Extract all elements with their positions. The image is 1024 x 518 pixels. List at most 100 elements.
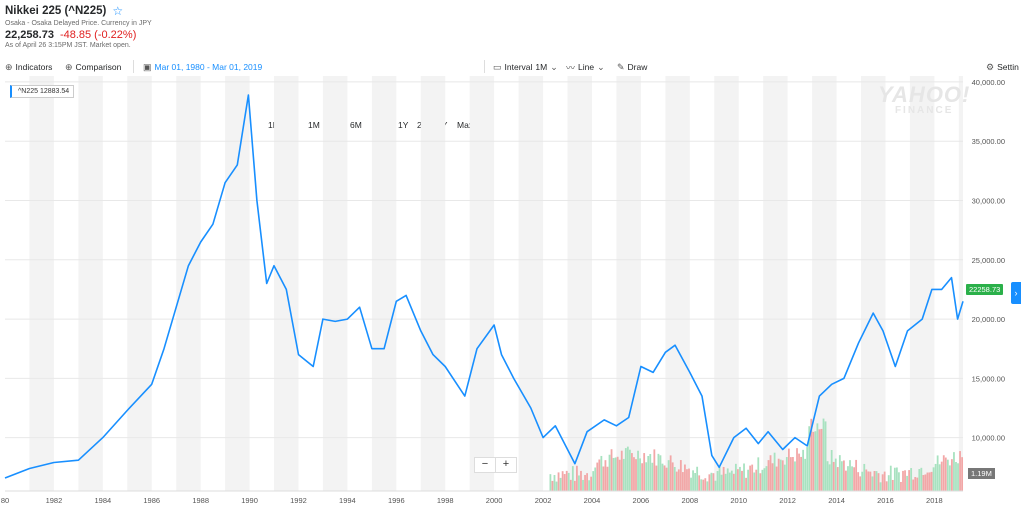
- year-band: [567, 76, 592, 491]
- x-tick-label: 2016: [877, 496, 894, 505]
- volume-bar: [865, 469, 868, 491]
- year-band: [322, 76, 348, 491]
- volume-bar: [700, 479, 703, 491]
- volume-bar: [624, 448, 627, 491]
- range-button-1m[interactable]: 1M: [308, 120, 320, 130]
- range-button-1y[interactable]: 1Y: [398, 120, 409, 130]
- volume-bar: [796, 448, 798, 491]
- volume-bar: [798, 453, 800, 491]
- volume-bar: [588, 480, 591, 491]
- interval-dropdown[interactable]: ▭ Interval 1M ⌄: [493, 62, 558, 73]
- volume-bar: [567, 472, 570, 491]
- year-band: [665, 76, 690, 491]
- volume-bar: [628, 449, 631, 491]
- toolbar-divider: [484, 60, 485, 73]
- year-band: [78, 76, 103, 491]
- chevron-right-icon[interactable]: ›: [1011, 282, 1021, 304]
- volume-bar: [918, 469, 921, 491]
- title-text: Nikkei 225 (^N225): [5, 5, 107, 17]
- volume-bar: [681, 472, 684, 491]
- x-tick-label: 2014: [828, 496, 845, 505]
- volume-bar: [824, 421, 827, 491]
- draw-label: Draw: [627, 62, 648, 72]
- star-icon[interactable]: ☆: [112, 4, 124, 18]
- volume-bar: [578, 475, 580, 491]
- x-tick-label: 2010: [730, 496, 747, 505]
- toolbar-divider: [133, 60, 134, 73]
- x-tick-label: 1990: [241, 496, 258, 505]
- volume-bar: [708, 474, 711, 491]
- volume-bar: [553, 475, 556, 491]
- volume-bar: [743, 463, 745, 491]
- volume-bar: [910, 468, 913, 491]
- volume-bar: [857, 472, 860, 491]
- volume-bar: [940, 461, 943, 491]
- chart-type-dropdown[interactable]: 〰 Line ⌄: [566, 61, 605, 74]
- year-band: [127, 76, 152, 491]
- volume-bar: [694, 472, 697, 491]
- volume-bar: [816, 423, 819, 491]
- volume-bars: [549, 418, 964, 491]
- x-tick-label: 2004: [584, 496, 601, 505]
- volume-bar: [604, 460, 607, 491]
- y-tick-label: 40,000.00: [972, 78, 1005, 87]
- volume-bar: [684, 464, 686, 491]
- indicators-button[interactable]: ⊕ Indicators: [5, 62, 52, 73]
- zoom-out-button[interactable]: −: [475, 458, 496, 472]
- year-band: [518, 76, 544, 491]
- volume-bar: [914, 477, 917, 491]
- year-band: [371, 76, 397, 491]
- settings-button[interactable]: ⚙ Settin: [986, 62, 1019, 73]
- volume-bar: [747, 469, 750, 491]
- volume-bar: [779, 459, 782, 491]
- volume-bar: [802, 449, 805, 491]
- volume-bar: [665, 467, 668, 491]
- volume-bar: [741, 470, 743, 491]
- comparison-button[interactable]: ⊕ Comparison: [65, 62, 121, 73]
- volume-bar: [957, 463, 959, 491]
- x-tick-label: 1988: [192, 496, 209, 505]
- volume-bar: [851, 466, 853, 491]
- volume-bar: [763, 468, 766, 491]
- price-row: 22,258.73 -48.85 (-0.22%): [5, 29, 152, 41]
- volume-bar: [912, 479, 915, 491]
- volume-bar: [820, 428, 823, 491]
- range-button-max[interactable]: Max: [457, 120, 474, 130]
- volume-bar: [773, 452, 776, 491]
- chart-type-label: Line: [578, 62, 595, 72]
- price-chart[interactable]: 10,000.00 15,000.00 20,000.00 25,000.00 30,0…: [0, 76, 1024, 518]
- volume-bar: [953, 452, 955, 491]
- range-button-1d[interactable]: 1D: [268, 120, 279, 130]
- volume-bar: [716, 471, 719, 491]
- volume-bar: [637, 450, 639, 491]
- zoom-in-button[interactable]: +: [502, 458, 510, 470]
- volume-bar: [732, 473, 735, 491]
- year-band: [958, 76, 963, 491]
- series-legend[interactable]: ^N225 12883.54: [10, 85, 75, 98]
- volume-bar: [804, 458, 807, 491]
- volume-bar: [900, 481, 902, 491]
- year-band: [861, 76, 886, 491]
- draw-button[interactable]: ✎ Draw: [617, 62, 647, 73]
- volume-bar: [881, 474, 884, 491]
- volume-bar: [920, 467, 923, 491]
- volume-bar: [645, 462, 648, 491]
- gridlines: [5, 81, 963, 439]
- volume-bar: [571, 466, 574, 491]
- volume-bar: [769, 455, 772, 491]
- year-band: [29, 76, 54, 491]
- watermark-line2: FINANCE: [894, 105, 954, 116]
- volume-bar: [635, 459, 637, 491]
- year-band: [714, 76, 739, 491]
- volume-bar: [869, 471, 872, 491]
- volume-bar: [586, 473, 588, 491]
- volume-bar: [777, 458, 780, 491]
- plus-circle-icon: ⊕: [5, 61, 13, 72]
- volume-bar: [761, 469, 764, 491]
- date-range-picker[interactable]: ▣ Mar 01, 1980 - Mar 01, 2019: [143, 62, 262, 73]
- volume-bar: [606, 466, 609, 491]
- volume-bar: [863, 463, 866, 491]
- x-tick-label: 1996: [388, 496, 405, 505]
- volume-bar: [592, 471, 595, 491]
- range-button-6m[interactable]: 6M: [350, 120, 362, 130]
